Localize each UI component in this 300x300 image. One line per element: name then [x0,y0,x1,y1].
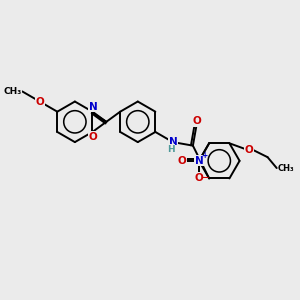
Text: H: H [167,145,175,154]
Text: O: O [245,145,254,155]
Text: N: N [195,156,203,166]
Text: CH₃: CH₃ [3,87,22,96]
Text: O: O [88,132,98,142]
Text: CH₃: CH₃ [278,164,295,173]
Text: +: + [201,151,208,160]
Text: O: O [35,97,44,106]
Text: N: N [88,102,98,112]
Text: O: O [195,173,203,183]
Text: O: O [192,116,201,126]
Text: O: O [178,156,187,166]
Text: −: − [201,173,208,182]
Text: N: N [169,137,177,147]
